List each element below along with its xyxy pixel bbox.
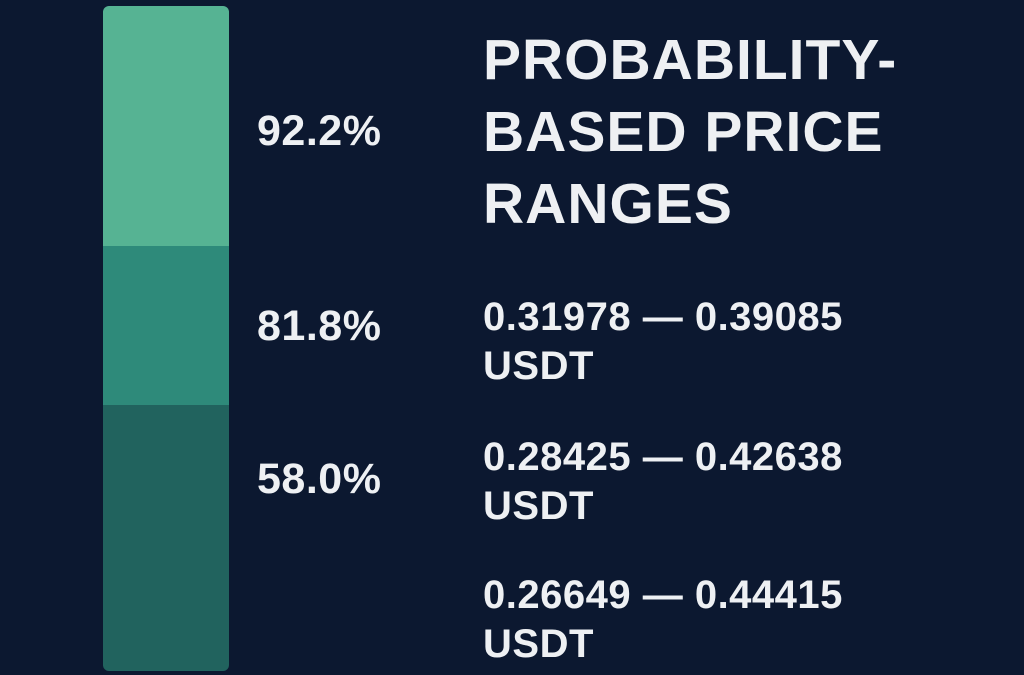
bar-segment-top: [103, 6, 229, 246]
probability-label-1: 92.2%: [257, 107, 382, 155]
chart-title-line-1: PROBABILITY-: [483, 28, 898, 92]
price-range-values: 0.26649 — 0.44415: [483, 573, 843, 617]
bar-segment-middle: [103, 246, 229, 405]
price-range-2: 0.28425 — 0.42638 USDT: [483, 433, 843, 531]
bar-segment-bottom: [103, 405, 229, 671]
price-range-values: 0.28425 — 0.42638: [483, 435, 843, 479]
price-range-1: 0.31978 — 0.39085 USDT: [483, 293, 843, 391]
price-range-values: 0.31978 — 0.39085: [483, 295, 843, 339]
chart-title-line-2: BASED PRICE: [483, 100, 884, 164]
price-range-unit: USDT: [483, 344, 594, 388]
probability-label-3: 58.0%: [257, 455, 382, 503]
price-range-unit: USDT: [483, 622, 594, 666]
probability-label-2: 81.8%: [257, 302, 382, 350]
probability-bar: [103, 6, 229, 671]
price-range-unit: USDT: [483, 484, 594, 528]
chart-title: PROBABILITY- BASED PRICE RANGES: [483, 24, 1003, 240]
price-range-3: 0.26649 — 0.44415 USDT: [483, 571, 843, 669]
chart-title-line-3: RANGES: [483, 172, 733, 236]
